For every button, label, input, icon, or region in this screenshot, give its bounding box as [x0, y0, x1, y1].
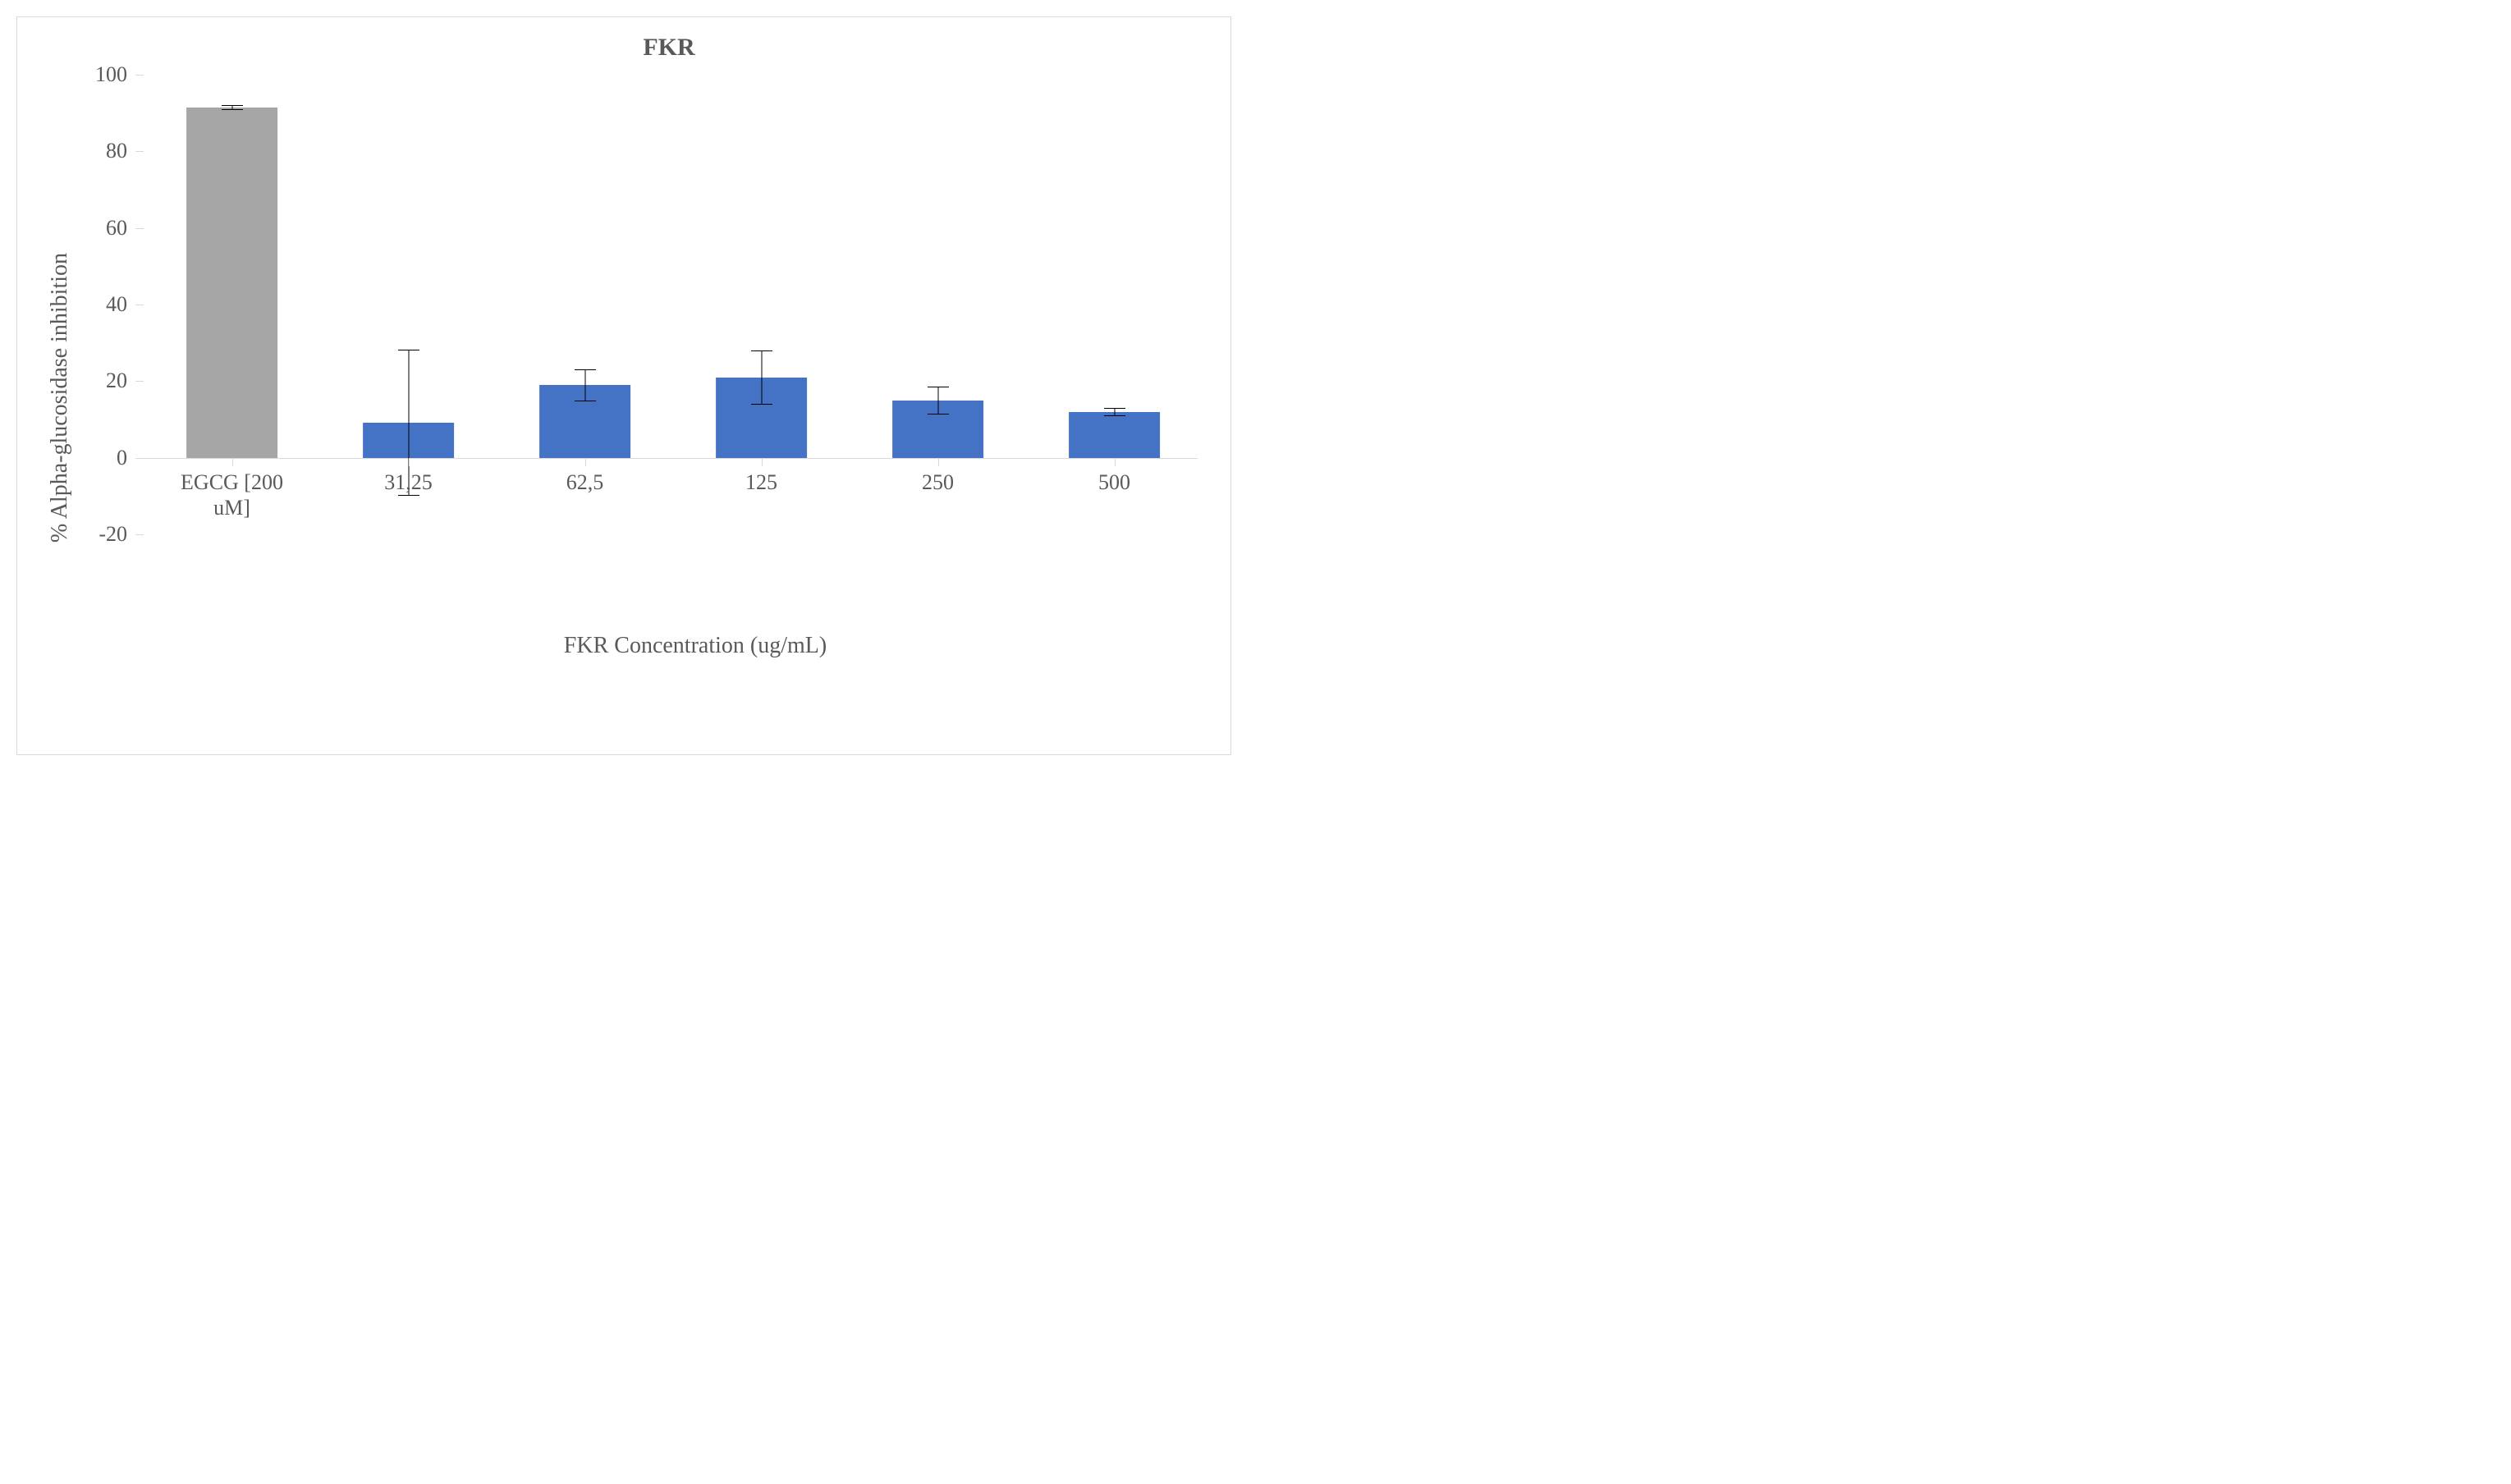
error-bar-cap: [222, 105, 243, 106]
y-tick-mark: [135, 228, 144, 229]
y-tick-label: 60: [106, 216, 127, 240]
bar-slot: [144, 75, 320, 641]
y-axis-ticks: -20020406080100: [78, 75, 144, 641]
bar: [1069, 412, 1161, 458]
bar-slot: [320, 75, 497, 641]
error-bar-cap: [1104, 415, 1125, 416]
bar-slot: [673, 75, 850, 641]
error-bar-stem: [1114, 408, 1115, 415]
chart-frame: FKR % Alpha-glucosidase inhibition -20 0 2…: [16, 16, 1231, 755]
error-bar-cap: [222, 109, 243, 110]
y-tick-mark: [135, 151, 144, 152]
error-bar-cap: [1104, 408, 1125, 409]
y-tick-mark: [135, 381, 144, 382]
x-tick-mark: [409, 458, 410, 466]
bar-slot: [850, 75, 1026, 641]
y-tick-mark: [135, 75, 144, 76]
y-tick-label: 0: [117, 446, 127, 470]
x-tick-mark: [1115, 458, 1116, 466]
x-tick-label: 500: [1018, 469, 1211, 495]
chart-title: FKR: [132, 34, 1206, 62]
y-tick-label: -20: [99, 522, 127, 547]
error-bar-stem: [761, 350, 762, 404]
x-tick-mark: [938, 458, 939, 466]
error-bar-cap: [575, 369, 596, 370]
bar-slot: [497, 75, 673, 641]
error-bar-cap: [751, 404, 772, 405]
chart-body: % Alpha-glucosidase inhibition -20 0 20 40 6…: [42, 75, 1198, 721]
error-bar-stem: [584, 369, 585, 400]
error-bar-cap: [398, 495, 419, 496]
plot-area: EGCG [200 uM]31,2562,5125250500FKR Conce…: [144, 75, 1198, 641]
y-tick-label: 40: [106, 292, 127, 317]
x-tick-label: 125: [665, 469, 858, 495]
y-axis-title: % Alpha-glucosidase inhibition: [42, 253, 78, 543]
x-tick-label: 250: [841, 469, 1034, 495]
error-bar-stem: [937, 387, 938, 414]
x-tick-label: 31,25: [312, 469, 505, 495]
x-tick-mark: [232, 458, 233, 466]
y-tick-mark: [135, 534, 144, 535]
x-tick-mark: [762, 458, 763, 466]
bar-slot: [1026, 75, 1203, 641]
x-tick-label: 62,5: [488, 469, 681, 495]
x-tick-mark: [585, 458, 586, 466]
y-tick-label: 80: [106, 139, 127, 163]
y-tick-label: 20: [106, 369, 127, 393]
error-bar-cap: [751, 350, 772, 351]
y-tick-mark: [135, 458, 144, 459]
y-tick-label: 100: [95, 62, 127, 87]
bar: [186, 108, 278, 458]
x-tick-label: EGCG [200 uM]: [135, 469, 328, 520]
error-bar-cap: [928, 414, 949, 415]
x-axis-title: FKR Concentration (ug/mL): [144, 633, 1198, 659]
